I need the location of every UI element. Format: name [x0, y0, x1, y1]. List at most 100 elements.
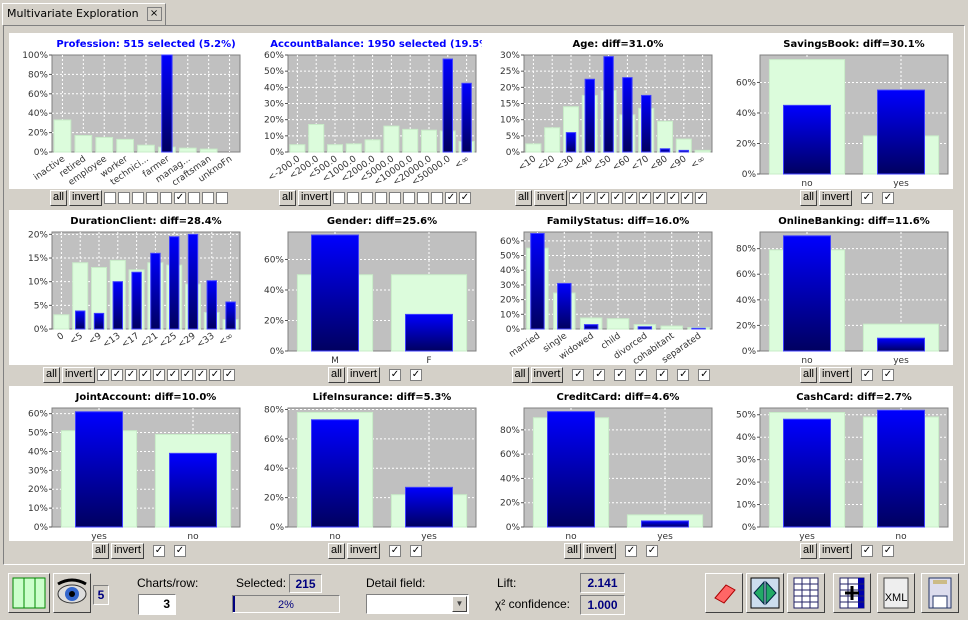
category-checkbox[interactable]: ✓ — [881, 369, 894, 381]
category-checkbox[interactable]: ✓ — [194, 369, 207, 381]
category-checkbox[interactable]: ✓ — [677, 369, 690, 381]
category-checkbox[interactable]: ✓ — [624, 545, 637, 557]
invert-selection-button[interactable]: invert — [530, 367, 564, 383]
category-checkbox[interactable]: ✓ — [656, 369, 669, 381]
category-checkbox[interactable] — [117, 192, 130, 204]
category-checkbox[interactable]: ✓ — [388, 545, 401, 557]
invert-selection-button[interactable]: invert — [347, 543, 380, 559]
select-all-button[interactable]: all — [43, 367, 61, 383]
category-checkbox[interactable]: ✓ — [593, 369, 606, 381]
category-checkbox[interactable]: ✓ — [110, 369, 123, 381]
select-all-button[interactable]: all — [92, 543, 110, 559]
select-all-button[interactable]: all — [564, 543, 582, 559]
invert-selection-button[interactable]: invert — [347, 367, 380, 383]
invert-selection-button[interactable]: invert — [62, 367, 95, 383]
category-checkbox[interactable] — [215, 192, 228, 204]
category-checkbox[interactable]: ✓ — [860, 545, 873, 557]
select-all-button[interactable]: all — [328, 367, 346, 383]
bar-chart[interactable]: Gender: diff=25.6% 0% 20% 40% 60% M F — [248, 210, 482, 365]
category-checkbox[interactable]: ✓ — [638, 192, 651, 204]
xml-export-button[interactable]: XML — [877, 573, 915, 613]
category-checkbox[interactable] — [346, 192, 359, 204]
category-checkbox[interactable]: ✓ — [444, 192, 457, 204]
category-checkbox[interactable]: ✓ — [409, 369, 422, 381]
category-checkbox[interactable] — [388, 192, 401, 204]
invert-selection-button[interactable]: invert — [534, 190, 567, 206]
category-checkbox[interactable]: ✓ — [222, 369, 235, 381]
bar-chart[interactable]: FamilyStatus: diff=16.0% 0% 10% 20% 30% 40% 50… — [484, 210, 718, 365]
category-checkbox[interactable]: ✓ — [572, 369, 585, 381]
category-checkbox[interactable]: ✓ — [596, 192, 609, 204]
split-view-button[interactable] — [746, 573, 784, 613]
category-checkbox[interactable] — [360, 192, 373, 204]
chevron-down-icon[interactable]: ▼ — [452, 596, 467, 612]
category-checkbox[interactable]: ✓ — [881, 545, 894, 557]
category-checkbox[interactable] — [201, 192, 214, 204]
category-checkbox[interactable]: ✓ — [166, 369, 179, 381]
invert-selection-button[interactable]: invert — [583, 543, 616, 559]
category-checkbox[interactable]: ✓ — [173, 192, 186, 204]
category-checkbox[interactable]: ✓ — [610, 192, 623, 204]
bar-chart[interactable]: Profession: 515 selected (5.2%) 0% 20% 40% 6… — [12, 33, 246, 188]
category-checkbox[interactable]: ✓ — [645, 545, 658, 557]
category-checkbox[interactable]: ✓ — [409, 545, 422, 557]
bar-chart[interactable]: CashCard: diff=2.7% 0% 10% 20% 30% 40% 50% yes n… — [720, 386, 954, 541]
category-checkbox[interactable] — [187, 192, 200, 204]
grid-add-button[interactable] — [833, 573, 871, 613]
category-checkbox[interactable]: ✓ — [124, 369, 137, 381]
category-checkbox[interactable]: ✓ — [180, 369, 193, 381]
bar-chart[interactable]: SavingsBook: diff=30.1% 0% 20% 40% 60% no yes — [720, 33, 954, 188]
close-icon[interactable]: × — [146, 7, 162, 21]
charts-per-row-input[interactable]: 3 — [138, 594, 176, 615]
layout-columns-button[interactable] — [8, 573, 50, 613]
tab-multivariate-exploration[interactable]: Multivariate Exploration × — [2, 3, 166, 25]
bar-chart[interactable]: OnlineBanking: diff=11.6% 0% 20% 40% 60% 80% n… — [720, 210, 954, 365]
category-checkbox[interactable]: ✓ — [458, 192, 471, 204]
category-checkbox[interactable]: ✓ — [680, 192, 693, 204]
invert-selection-button[interactable]: invert — [819, 190, 852, 206]
bar-chart[interactable]: Age: diff=31.0% 0% 5% 10% 15% 20% 25% 30% <10<20… — [484, 33, 718, 188]
category-checkbox[interactable] — [145, 192, 158, 204]
bar-chart[interactable]: AccountBalance: 1950 selected (19.5%) 0% 1… — [248, 33, 482, 188]
select-all-button[interactable]: all — [328, 543, 346, 559]
invert-selection-button[interactable]: invert — [819, 367, 852, 383]
category-checkbox[interactable] — [131, 192, 144, 204]
category-checkbox[interactable]: ✓ — [388, 369, 401, 381]
invert-selection-button[interactable]: invert — [111, 543, 144, 559]
select-all-button[interactable]: all — [50, 190, 68, 206]
category-checkbox[interactable] — [416, 192, 429, 204]
category-checkbox[interactable]: ✓ — [881, 192, 894, 204]
category-checkbox[interactable]: ✓ — [152, 369, 165, 381]
category-checkbox[interactable]: ✓ — [96, 369, 109, 381]
category-checkbox[interactable]: ✓ — [698, 369, 711, 381]
category-checkbox[interactable] — [402, 192, 415, 204]
category-checkbox[interactable]: ✓ — [568, 192, 581, 204]
category-checkbox[interactable]: ✓ — [614, 369, 627, 381]
category-checkbox[interactable]: ✓ — [860, 192, 873, 204]
category-checkbox[interactable]: ✓ — [635, 369, 648, 381]
category-checkbox[interactable]: ✓ — [652, 192, 665, 204]
bar-chart[interactable]: JointAccount: diff=10.0% 0% 10% 20% 30% 40% 50… — [12, 386, 246, 541]
category-checkbox[interactable]: ✓ — [624, 192, 637, 204]
detail-field-select[interactable]: ▼ — [366, 594, 469, 614]
select-all-button[interactable]: all — [800, 190, 818, 206]
invert-selection-button[interactable]: invert — [298, 190, 331, 206]
bar-chart[interactable]: DurationClient: diff=28.4% 0% 5% 10% 15% 20% 0… — [12, 210, 246, 365]
category-checkbox[interactable] — [374, 192, 387, 204]
category-checkbox[interactable]: ✓ — [582, 192, 595, 204]
select-all-button[interactable]: all — [515, 190, 533, 206]
category-checkbox[interactable]: ✓ — [173, 545, 186, 557]
category-checkbox[interactable] — [159, 192, 172, 204]
bar-chart[interactable]: LifeInsurance: diff=5.3% 0% 20% 40% 60% 80% no… — [248, 386, 482, 541]
category-checkbox[interactable]: ✓ — [138, 369, 151, 381]
bar-chart[interactable]: CreditCard: diff=4.6% 0% 20% 40% 60% 80% no yes — [484, 386, 718, 541]
category-checkbox[interactable] — [332, 192, 345, 204]
category-checkbox[interactable]: ✓ — [666, 192, 679, 204]
category-checkbox[interactable] — [103, 192, 116, 204]
select-all-button[interactable]: all — [800, 543, 818, 559]
select-all-button[interactable]: all — [800, 367, 818, 383]
invert-selection-button[interactable]: invert — [69, 190, 102, 206]
save-button[interactable] — [921, 573, 959, 613]
eye-button[interactable] — [53, 573, 91, 613]
grid-button[interactable] — [787, 573, 825, 613]
